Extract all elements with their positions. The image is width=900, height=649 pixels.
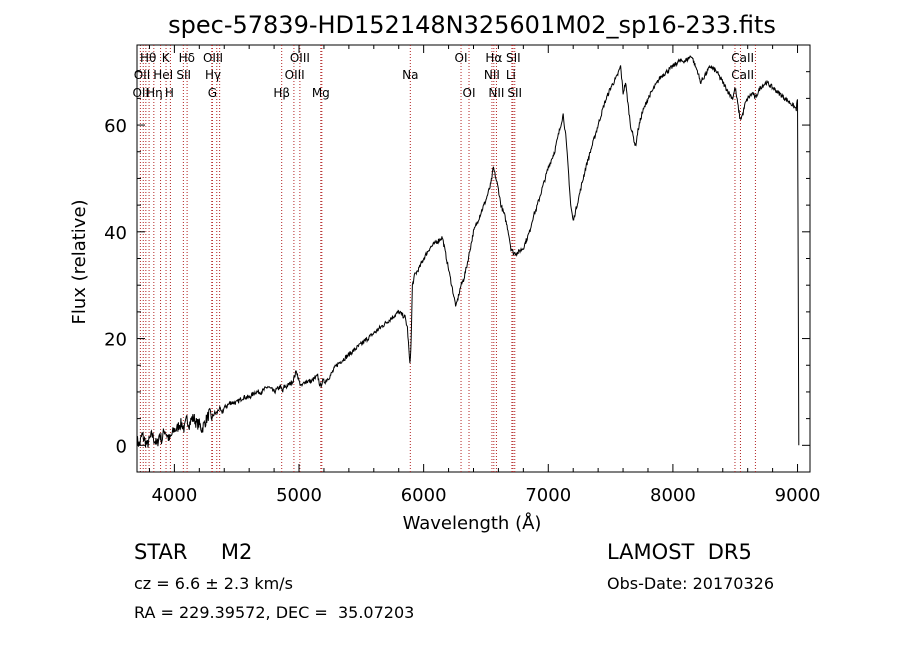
x-tick-label: 7000: [525, 485, 571, 506]
line-marker-label: HeI: [153, 68, 173, 82]
x-tick-label: 8000: [650, 485, 696, 506]
line-marker-label: Hδ: [179, 51, 195, 65]
y-tick-label: 40: [104, 223, 127, 244]
line-marker-label: Hγ: [205, 68, 221, 82]
y-tick-label: 0: [116, 436, 127, 457]
line-marker-label: OII: [134, 68, 151, 82]
line-marker-label: H: [165, 86, 174, 100]
survey-name: LAMOST DR5: [607, 540, 752, 564]
line-marker-label: SII: [506, 51, 521, 65]
x-tick-label: 9000: [775, 485, 821, 506]
line-marker-label: CaII: [731, 68, 754, 82]
line-marker-label: NII: [484, 68, 500, 82]
spectral-line-markers: [139, 45, 756, 472]
line-marker-label: Hθ: [140, 51, 156, 65]
x-axis-label: Wavelength (Å): [403, 512, 542, 534]
line-marker-label: OIII: [203, 51, 223, 65]
line-marker-label: Na: [402, 68, 418, 82]
redshift-velocity: cz = 6.6 ± 2.3 km/s: [134, 574, 293, 593]
line-marker-label: CaII: [731, 51, 754, 65]
line-marker-label: Hη: [146, 86, 163, 100]
line-marker-label: OI: [455, 51, 468, 65]
chart-title: spec-57839-HD152148N325601M02_sp16-233.f…: [168, 11, 776, 39]
x-tick-label: 6000: [401, 485, 447, 506]
plot-frame: [136, 44, 811, 473]
line-marker-label: OIII: [285, 68, 305, 82]
y-tick-label: 60: [104, 116, 127, 137]
x-axis: 4000 5000 6000 7000 8000 9000: [148, 45, 821, 506]
line-marker-label: OI: [463, 86, 476, 100]
line-marker-label: G: [208, 86, 217, 100]
line-marker-label: SII: [507, 86, 522, 100]
line-marker-label: NII: [488, 86, 504, 100]
observation-date: Obs-Date: 20170326: [607, 574, 775, 593]
y-axis: 0 20 40 60: [104, 44, 810, 473]
line-marker-label: Mg: [312, 86, 330, 100]
y-tick-label: 20: [104, 330, 127, 351]
object-class: STAR M2: [134, 540, 253, 564]
y-axis-label: Flux (relative): [69, 199, 90, 324]
x-tick-label: 5000: [276, 485, 322, 506]
line-marker-label: OII: [132, 86, 149, 100]
line-marker-label: Hα: [485, 51, 502, 65]
line-marker-label: Hβ: [273, 86, 290, 100]
x-tick-label: 4000: [151, 485, 197, 506]
spectrum-series-line: [136, 55, 800, 448]
line-marker-label: K: [162, 51, 171, 65]
line-marker-label: OIII: [290, 51, 310, 65]
sky-coordinates: RA = 229.39572, DEC = 35.07203: [134, 603, 415, 622]
line-marker-label: Li: [506, 68, 516, 82]
line-marker-label: SII: [176, 68, 191, 82]
